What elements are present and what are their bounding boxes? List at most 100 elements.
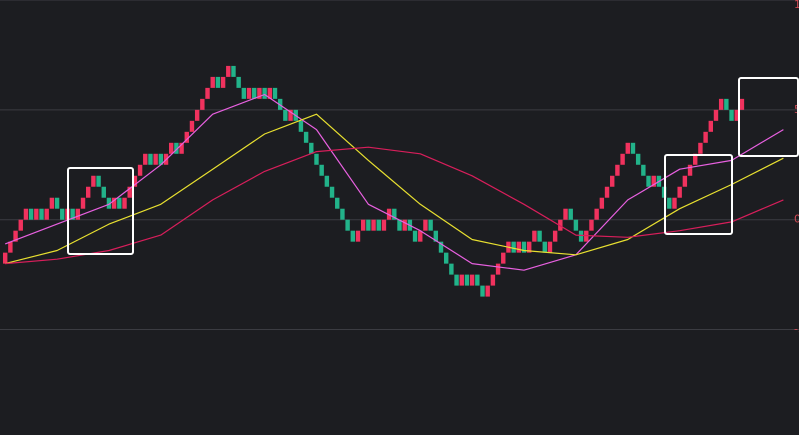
brick bbox=[610, 175, 615, 187]
brick bbox=[169, 142, 174, 154]
brick bbox=[236, 76, 241, 88]
brick bbox=[54, 197, 60, 209]
y-tick-label: 10 bbox=[794, 0, 799, 11]
brick bbox=[148, 153, 153, 165]
brick bbox=[584, 230, 589, 242]
brick bbox=[651, 175, 656, 187]
brick bbox=[604, 186, 610, 198]
brick bbox=[28, 208, 34, 220]
highlight-box bbox=[664, 154, 733, 235]
brick bbox=[428, 219, 433, 231]
brick bbox=[527, 241, 532, 253]
brick bbox=[594, 208, 599, 220]
brick bbox=[132, 175, 138, 187]
brick bbox=[231, 65, 236, 77]
brick bbox=[573, 219, 579, 231]
brick bbox=[412, 230, 418, 242]
moving-average-line bbox=[5, 146, 784, 265]
brick bbox=[345, 219, 350, 231]
brick bbox=[578, 230, 584, 242]
brick bbox=[189, 120, 195, 132]
brick bbox=[226, 65, 231, 77]
brick bbox=[39, 208, 44, 220]
brick bbox=[96, 175, 101, 187]
brick bbox=[402, 219, 407, 231]
brick bbox=[80, 197, 86, 209]
brick bbox=[205, 87, 210, 99]
brick bbox=[8, 241, 13, 253]
moving-average-line bbox=[4, 93, 784, 271]
brick bbox=[635, 153, 641, 165]
brick bbox=[106, 197, 112, 209]
moving-average-line bbox=[5, 113, 784, 265]
brick bbox=[319, 164, 324, 176]
brick bbox=[418, 230, 423, 242]
brick bbox=[241, 87, 247, 99]
brick bbox=[272, 87, 278, 99]
brick bbox=[511, 241, 516, 253]
brick bbox=[127, 186, 132, 198]
brick bbox=[257, 87, 262, 99]
brick bbox=[324, 175, 330, 187]
brick bbox=[355, 230, 361, 242]
brick bbox=[252, 87, 257, 99]
brick bbox=[501, 252, 506, 264]
y-tick-label: 5 bbox=[794, 103, 799, 116]
brick bbox=[682, 175, 688, 187]
brick bbox=[85, 186, 91, 198]
brick bbox=[563, 208, 568, 220]
brick bbox=[49, 197, 55, 209]
brick bbox=[158, 153, 164, 165]
brick bbox=[547, 241, 553, 253]
brick bbox=[366, 219, 371, 231]
brick bbox=[111, 197, 117, 209]
brick bbox=[718, 98, 724, 110]
brick bbox=[303, 131, 309, 143]
brick bbox=[734, 109, 739, 121]
brick bbox=[44, 208, 49, 220]
brick bbox=[194, 109, 200, 121]
brick bbox=[459, 274, 464, 286]
brick bbox=[2, 252, 8, 264]
brick bbox=[433, 230, 439, 242]
brick bbox=[438, 241, 444, 253]
brick bbox=[485, 285, 490, 297]
brick bbox=[625, 142, 630, 154]
brick bbox=[630, 142, 636, 154]
brick bbox=[532, 230, 537, 242]
y-tick-label: -5 bbox=[794, 323, 799, 336]
brick bbox=[516, 241, 522, 253]
y-tick-label: 0 bbox=[794, 213, 799, 226]
brick bbox=[495, 263, 501, 275]
brick bbox=[267, 87, 272, 99]
brick bbox=[475, 274, 480, 286]
brick bbox=[350, 230, 356, 242]
brick bbox=[220, 76, 226, 88]
brick bbox=[677, 186, 682, 198]
brick bbox=[91, 175, 96, 187]
brick bbox=[376, 219, 381, 231]
brick bbox=[423, 219, 428, 231]
highlight-boxes bbox=[67, 77, 799, 255]
brick bbox=[179, 142, 184, 154]
brick bbox=[288, 109, 293, 121]
brick bbox=[314, 153, 319, 165]
brick bbox=[392, 208, 397, 220]
brick bbox=[60, 208, 65, 220]
brick bbox=[449, 263, 454, 275]
brick bbox=[615, 164, 620, 176]
brick bbox=[469, 274, 475, 286]
brick bbox=[542, 241, 547, 253]
brick bbox=[137, 164, 143, 176]
brick bbox=[599, 197, 605, 209]
brick bbox=[153, 153, 158, 165]
brick bbox=[283, 109, 288, 121]
brick bbox=[23, 208, 29, 220]
brick bbox=[70, 208, 75, 220]
brick bbox=[18, 219, 23, 231]
brick bbox=[246, 87, 252, 99]
brick bbox=[174, 142, 179, 154]
brick bbox=[703, 131, 708, 143]
brick bbox=[75, 208, 81, 220]
